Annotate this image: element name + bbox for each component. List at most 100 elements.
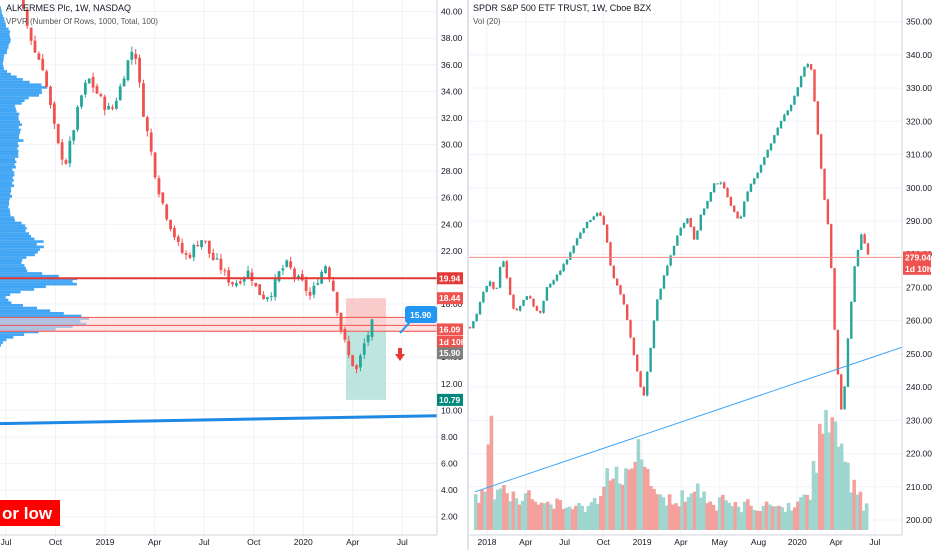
- vpvr-bar: [0, 280, 73, 283]
- volume-bar: [499, 488, 503, 530]
- left-chart-pane[interactable]: ALKERMES Plc, 1W, NASDAQ VPVR (Number Of…: [0, 0, 438, 538]
- vpvr-bar: [0, 102, 22, 105]
- vpvr-bar: [0, 211, 11, 214]
- candle-body: [145, 117, 149, 132]
- candle-body: [686, 218, 689, 224]
- left-time-axis[interactable]: Jul Oct 2019 Apr Jul Oct 2020 Apr Jul: [0, 534, 437, 547]
- candle-body: [472, 321, 475, 329]
- right-chart-pane[interactable]: SPDR S&P 500 ETF TRUST, 1W, Cboe BZX Vol…: [468, 0, 903, 538]
- candle-body: [796, 87, 799, 97]
- candle-body: [712, 183, 716, 193]
- candle-body: [25, 9, 29, 26]
- vpvr-bar: [0, 301, 12, 305]
- candle-body: [238, 281, 242, 284]
- volume-bar: [830, 417, 835, 530]
- volume-bar: [667, 494, 672, 530]
- candle-body: [819, 134, 823, 169]
- candle-body: [552, 280, 555, 285]
- candle-body: [850, 301, 853, 339]
- candle-body: [347, 341, 351, 356]
- candle-body: [118, 86, 122, 101]
- price-tag-label: 1d 10h: [439, 337, 466, 347]
- candle-body: [64, 160, 68, 164]
- left-price-axis[interactable]: 40.00 38.00 36.00 34.00 32.00 30.00 28.00 26.00…: [436, 0, 467, 535]
- candle-body: [545, 287, 549, 301]
- candle-body: [619, 285, 622, 295]
- vpvr-bar: [0, 51, 7, 55]
- candle-body: [134, 53, 138, 59]
- volume-bar: [689, 493, 694, 530]
- time-tick-label: Apr: [148, 537, 161, 547]
- volume-bar: [542, 503, 547, 530]
- volume-bar: [805, 495, 810, 530]
- volume-bar: [758, 511, 763, 530]
- candle-body: [826, 199, 830, 225]
- candle-body: [281, 268, 285, 271]
- price-tick-label: 34.00: [441, 86, 463, 96]
- volume-bar: [717, 497, 722, 530]
- vpvr-bar: [0, 341, 3, 344]
- volume-bar: [492, 499, 497, 530]
- candle-body: [246, 270, 250, 279]
- vpvr-bar: [0, 163, 15, 166]
- vpvr-bar: [0, 112, 20, 116]
- candle-body: [76, 106, 79, 130]
- right-drawings[interactable]: [469, 256, 903, 493]
- volume-bar: [652, 488, 656, 530]
- price-tag: [903, 251, 931, 264]
- candle-body: [656, 299, 659, 321]
- volume-bar: [827, 432, 831, 530]
- vpvr-bar: [0, 272, 43, 275]
- volume-bar: [502, 485, 506, 530]
- volume-bar: [580, 505, 584, 530]
- candle-body: [192, 244, 196, 258]
- candle-body: [605, 224, 609, 243]
- candle-body: [786, 110, 789, 116]
- price-tag: [437, 335, 463, 348]
- vpvr-bar: [0, 330, 39, 334]
- candle-body: [277, 271, 281, 281]
- candle-body: [339, 312, 343, 331]
- vpvr-bar: [0, 83, 42, 87]
- candle-body: [173, 227, 176, 238]
- vpvr-bar: [0, 173, 15, 177]
- volume-bar: [489, 415, 494, 530]
- candle-body: [498, 267, 502, 288]
- vpvr-bar: [0, 192, 11, 196]
- price-callout[interactable]: 15.90: [399, 306, 437, 334]
- candle-body: [840, 374, 843, 410]
- left-drawings[interactable]: [0, 277, 438, 426]
- candle-body: [68, 140, 72, 164]
- vpvr-bar: [0, 168, 13, 172]
- volume-bar: [786, 502, 791, 530]
- vpvr-bar: [0, 48, 8, 52]
- candle-body: [335, 292, 339, 313]
- price-tick-label: 12.00: [441, 379, 463, 389]
- right-time-axis[interactable]: 2018 Apr Jul Oct 2019 Apr May Aug 2020 Apr Jul: [469, 534, 902, 547]
- price-tick-label: 260.00: [906, 316, 932, 326]
- volume-bar: [555, 498, 559, 530]
- candle-body: [488, 281, 492, 287]
- volume-bar: [671, 504, 675, 530]
- volume-bar: [561, 509, 566, 530]
- volume-bar: [536, 504, 541, 530]
- target-zone[interactable]: [0, 298, 437, 400]
- vpvr-bar: [0, 335, 14, 339]
- candle-body: [863, 234, 866, 244]
- candle-body: [662, 275, 666, 289]
- candle-body: [669, 255, 672, 266]
- volume-bar: [771, 506, 775, 530]
- candle-body: [726, 188, 729, 198]
- candle-body: [763, 157, 766, 165]
- vpvr-bar: [0, 240, 44, 243]
- time-tick-label: 2019: [96, 537, 115, 547]
- candle-body: [743, 201, 746, 217]
- volume-bar: [824, 410, 828, 530]
- candle-body: [642, 386, 646, 396]
- candle-body: [37, 53, 41, 60]
- vpvr-bar: [0, 304, 23, 307]
- vpvr-bar: [0, 160, 17, 164]
- vpvr-bar: [0, 218, 15, 222]
- candle-body: [331, 280, 335, 291]
- candle-body: [612, 265, 616, 279]
